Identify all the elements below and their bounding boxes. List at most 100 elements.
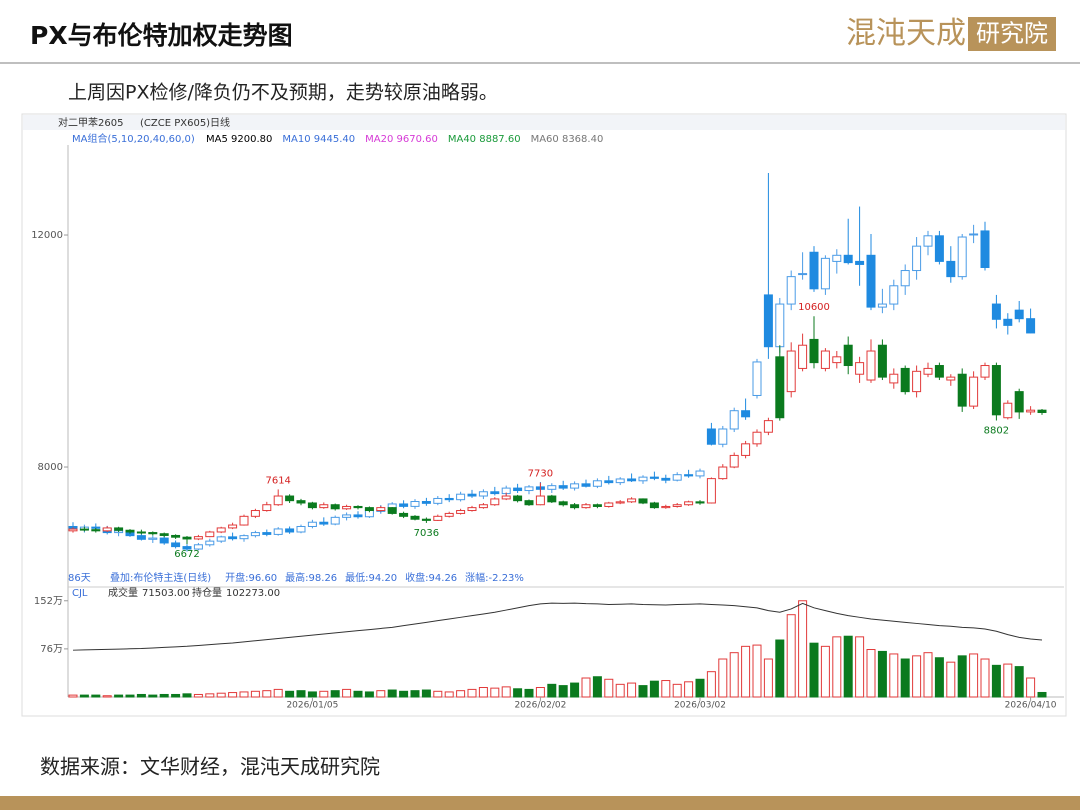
volume-bar: [433, 690, 443, 698]
candle-body: [843, 254, 853, 264]
candle-body: [171, 534, 181, 538]
candle-body: [957, 236, 967, 278]
volume-bar: [102, 695, 112, 698]
volume-bar: [353, 690, 363, 698]
candle-body: [444, 512, 454, 517]
volume-bar: [991, 664, 1001, 698]
candle-body: [228, 524, 238, 529]
candle-body: [775, 303, 785, 348]
candle-body: [353, 505, 363, 509]
candle-body: [182, 546, 192, 550]
y-tick-label: 8000: [38, 462, 63, 473]
candle-body: [695, 470, 705, 477]
candle-body: [991, 365, 1001, 416]
candle-body: [285, 528, 295, 533]
candle-body: [193, 544, 203, 550]
candle-body: [433, 497, 443, 504]
candle-body: [501, 495, 511, 500]
volume-bar: [1014, 666, 1024, 698]
volume-bar: [1003, 663, 1013, 698]
logo-box: [968, 17, 1056, 51]
candle-body: [706, 478, 716, 504]
high-label: 10600: [798, 302, 830, 313]
period: 日线: [210, 116, 230, 129]
volume-bar: [855, 636, 865, 698]
candle-body: [570, 504, 580, 509]
candle-body: [205, 540, 215, 546]
volume-bar: [296, 690, 306, 698]
volume-bar: [239, 691, 249, 698]
candle-body: [729, 454, 739, 468]
volume-bar: [912, 655, 922, 698]
volume-bar: [923, 652, 933, 698]
candle-body: [809, 251, 819, 290]
volume-bar: [980, 658, 990, 698]
volume-bar: [136, 693, 146, 698]
candle-body: [820, 350, 830, 369]
candle-body: [1014, 391, 1024, 413]
volume-bar: [535, 687, 545, 698]
candle-body: [330, 516, 340, 525]
volume-legend: 成交量: [108, 586, 138, 599]
candle-body: [889, 373, 899, 384]
ma-legend: MA5 9200.80: [206, 134, 272, 145]
candle-body: [661, 505, 671, 509]
candle-body: [433, 515, 443, 521]
volume-bar: [843, 635, 853, 698]
volume-bar: [456, 690, 466, 698]
candle-body: [866, 254, 876, 308]
candle-body: [376, 507, 386, 512]
candle-body: [307, 502, 317, 509]
volume-bar: [649, 680, 659, 698]
x-tick-label: 2026/01/05: [286, 701, 338, 711]
candle-body: [786, 350, 796, 393]
chart-frame: [21, 113, 1067, 717]
ma-legend: MA60 8368.40: [531, 134, 604, 145]
volume-bar: [877, 650, 887, 698]
candle-body: [307, 521, 317, 527]
candle-body: [684, 474, 694, 477]
candle-body: [228, 536, 238, 540]
candle-body: [171, 542, 181, 548]
volume-bar: [193, 693, 203, 698]
candle-body: [456, 493, 466, 501]
candle-body: [148, 537, 158, 540]
volume-bar: [957, 655, 967, 698]
overlay-days: 86天: [68, 573, 91, 584]
candle-body: [969, 376, 979, 407]
volume-bar: [1037, 691, 1047, 698]
volume-bar: [342, 688, 352, 698]
volume-bar: [387, 689, 397, 698]
volume-bar: [148, 694, 158, 698]
candle-body: [923, 235, 933, 247]
volume-bar: [262, 690, 272, 698]
volume-bar: [376, 690, 386, 698]
candle-body: [729, 410, 739, 430]
candle-body: [627, 478, 637, 482]
instrument-code: (CZCE PX605): [140, 118, 210, 129]
candle-body: [889, 285, 899, 305]
volume-bar: [524, 688, 534, 698]
candle-body: [855, 362, 865, 375]
candle-body: [672, 474, 682, 481]
volume-bar: [513, 688, 523, 698]
candle-body: [547, 495, 557, 503]
candle-body: [592, 480, 602, 487]
volume-bar: [444, 691, 454, 698]
candle-body: [490, 491, 500, 495]
volume-bar: [91, 694, 101, 698]
logo-name: 混沌天成: [846, 16, 966, 51]
volume-bar: [604, 678, 614, 698]
overlay-name: 叠加:布伦特主连(日线): [110, 571, 211, 584]
candle-body: [216, 536, 226, 542]
candle-body: [91, 529, 101, 532]
open-interest-line: [72, 602, 1043, 651]
low-label: 6672: [174, 549, 199, 560]
candle-body: [877, 344, 887, 378]
overlay-info: 最低:94.20: [345, 571, 397, 584]
candle-body: [410, 501, 420, 507]
volume-bar: [205, 693, 215, 698]
candle-body: [182, 536, 192, 540]
candle-body: [216, 527, 226, 533]
candle-body: [798, 273, 808, 276]
